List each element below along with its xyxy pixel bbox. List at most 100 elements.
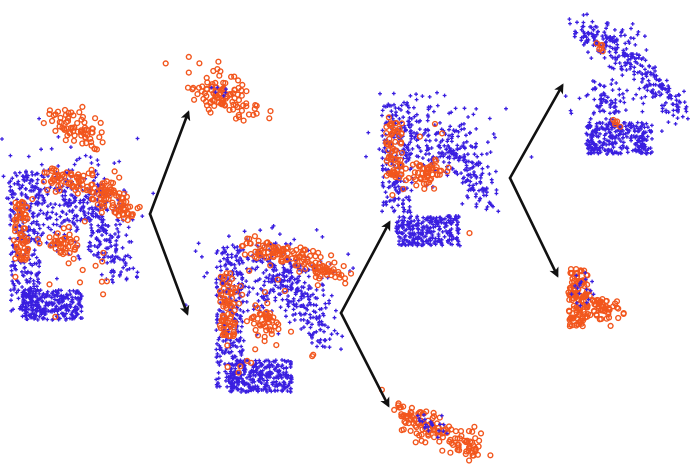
blue-point bbox=[126, 253, 130, 258]
blue-point bbox=[54, 212, 59, 217]
blue-point bbox=[462, 175, 466, 180]
blue-point bbox=[299, 327, 304, 331]
blue-point bbox=[666, 120, 671, 124]
blue-point bbox=[449, 227, 454, 231]
blue-point bbox=[254, 387, 259, 392]
blue-point bbox=[33, 291, 38, 296]
blue-point bbox=[590, 279, 594, 284]
blue-point bbox=[238, 308, 243, 312]
blue-point bbox=[310, 322, 314, 327]
blue-point bbox=[205, 270, 209, 275]
blue-point bbox=[252, 379, 257, 384]
blue-point bbox=[404, 160, 408, 164]
blue-point bbox=[608, 53, 613, 58]
blue-point bbox=[271, 224, 276, 228]
blue-point bbox=[573, 34, 577, 39]
blue-point bbox=[298, 304, 303, 308]
blue-point bbox=[8, 184, 13, 189]
blue-point bbox=[399, 231, 404, 235]
orange-point bbox=[66, 130, 73, 137]
blue-point bbox=[29, 189, 34, 193]
blue-point bbox=[454, 169, 458, 174]
blue-point bbox=[441, 429, 446, 434]
blue-point bbox=[49, 227, 53, 232]
blue-point bbox=[265, 374, 270, 378]
blue-point bbox=[260, 260, 265, 265]
blue-point bbox=[56, 164, 61, 168]
blue-point bbox=[44, 300, 49, 305]
blue-point bbox=[282, 382, 287, 387]
blue-point bbox=[17, 170, 22, 175]
blue-point bbox=[96, 238, 101, 243]
blue-point bbox=[23, 186, 28, 191]
blue-point bbox=[223, 90, 228, 95]
blue-point bbox=[107, 237, 112, 241]
blue-point bbox=[72, 162, 77, 167]
blue-point bbox=[286, 294, 290, 298]
blue-point bbox=[478, 181, 483, 185]
blue-point bbox=[97, 255, 101, 260]
orange-point bbox=[76, 109, 83, 116]
orange-point bbox=[111, 209, 118, 216]
blue-point bbox=[446, 240, 450, 244]
orange-point bbox=[240, 102, 247, 109]
blue-point bbox=[261, 305, 266, 310]
blue-point bbox=[400, 220, 405, 225]
blue-point bbox=[104, 246, 109, 251]
blue-point bbox=[75, 218, 79, 223]
orange-point bbox=[255, 237, 262, 245]
blue-point bbox=[262, 279, 267, 284]
blue-point bbox=[613, 61, 618, 66]
orange-point bbox=[54, 108, 62, 115]
orange-point bbox=[275, 326, 282, 333]
blue-point bbox=[426, 133, 430, 138]
blue-point bbox=[401, 209, 406, 214]
orange-point bbox=[67, 179, 74, 186]
blue-point bbox=[264, 275, 269, 280]
blue-point bbox=[415, 237, 420, 242]
blue-point bbox=[657, 90, 661, 94]
blue-point bbox=[20, 294, 25, 299]
blue-point bbox=[233, 354, 238, 359]
blue-point bbox=[8, 215, 13, 219]
blue-point bbox=[115, 227, 120, 231]
orange-point bbox=[49, 176, 56, 183]
blue-point bbox=[46, 225, 51, 230]
orange-point bbox=[268, 331, 275, 338]
blue-point bbox=[475, 154, 480, 159]
blue-point bbox=[17, 306, 22, 311]
blue-point bbox=[253, 374, 258, 378]
arrow-split3-up bbox=[508, 83, 564, 180]
blue-point bbox=[643, 58, 648, 63]
orange-point bbox=[387, 140, 394, 147]
blue-point bbox=[321, 288, 325, 292]
blue-point bbox=[234, 269, 239, 274]
blue-point bbox=[420, 225, 425, 230]
blue-point bbox=[642, 85, 647, 90]
blue-point bbox=[237, 261, 242, 266]
blue-point bbox=[135, 275, 139, 280]
blue-point bbox=[54, 222, 59, 227]
blue-point bbox=[270, 371, 274, 376]
blue-point bbox=[23, 265, 27, 270]
orange-point bbox=[385, 114, 393, 121]
blue-point bbox=[307, 297, 312, 302]
blue-point bbox=[71, 315, 76, 320]
orange-point bbox=[274, 276, 281, 283]
blue-point bbox=[45, 216, 50, 221]
orange-point bbox=[68, 238, 75, 245]
orange-point bbox=[325, 261, 332, 268]
blue-point bbox=[30, 170, 34, 174]
blue-point bbox=[289, 283, 294, 287]
orange-point bbox=[239, 291, 246, 298]
blue-point bbox=[114, 238, 119, 243]
blue-point bbox=[309, 286, 313, 290]
orange-point bbox=[432, 158, 440, 165]
blue-point bbox=[632, 77, 636, 82]
blue-point bbox=[214, 328, 219, 332]
blue-point bbox=[686, 116, 690, 121]
orange-point bbox=[128, 211, 135, 218]
blue-point bbox=[407, 240, 412, 244]
blue-point bbox=[258, 258, 263, 263]
blue-point bbox=[48, 215, 53, 220]
